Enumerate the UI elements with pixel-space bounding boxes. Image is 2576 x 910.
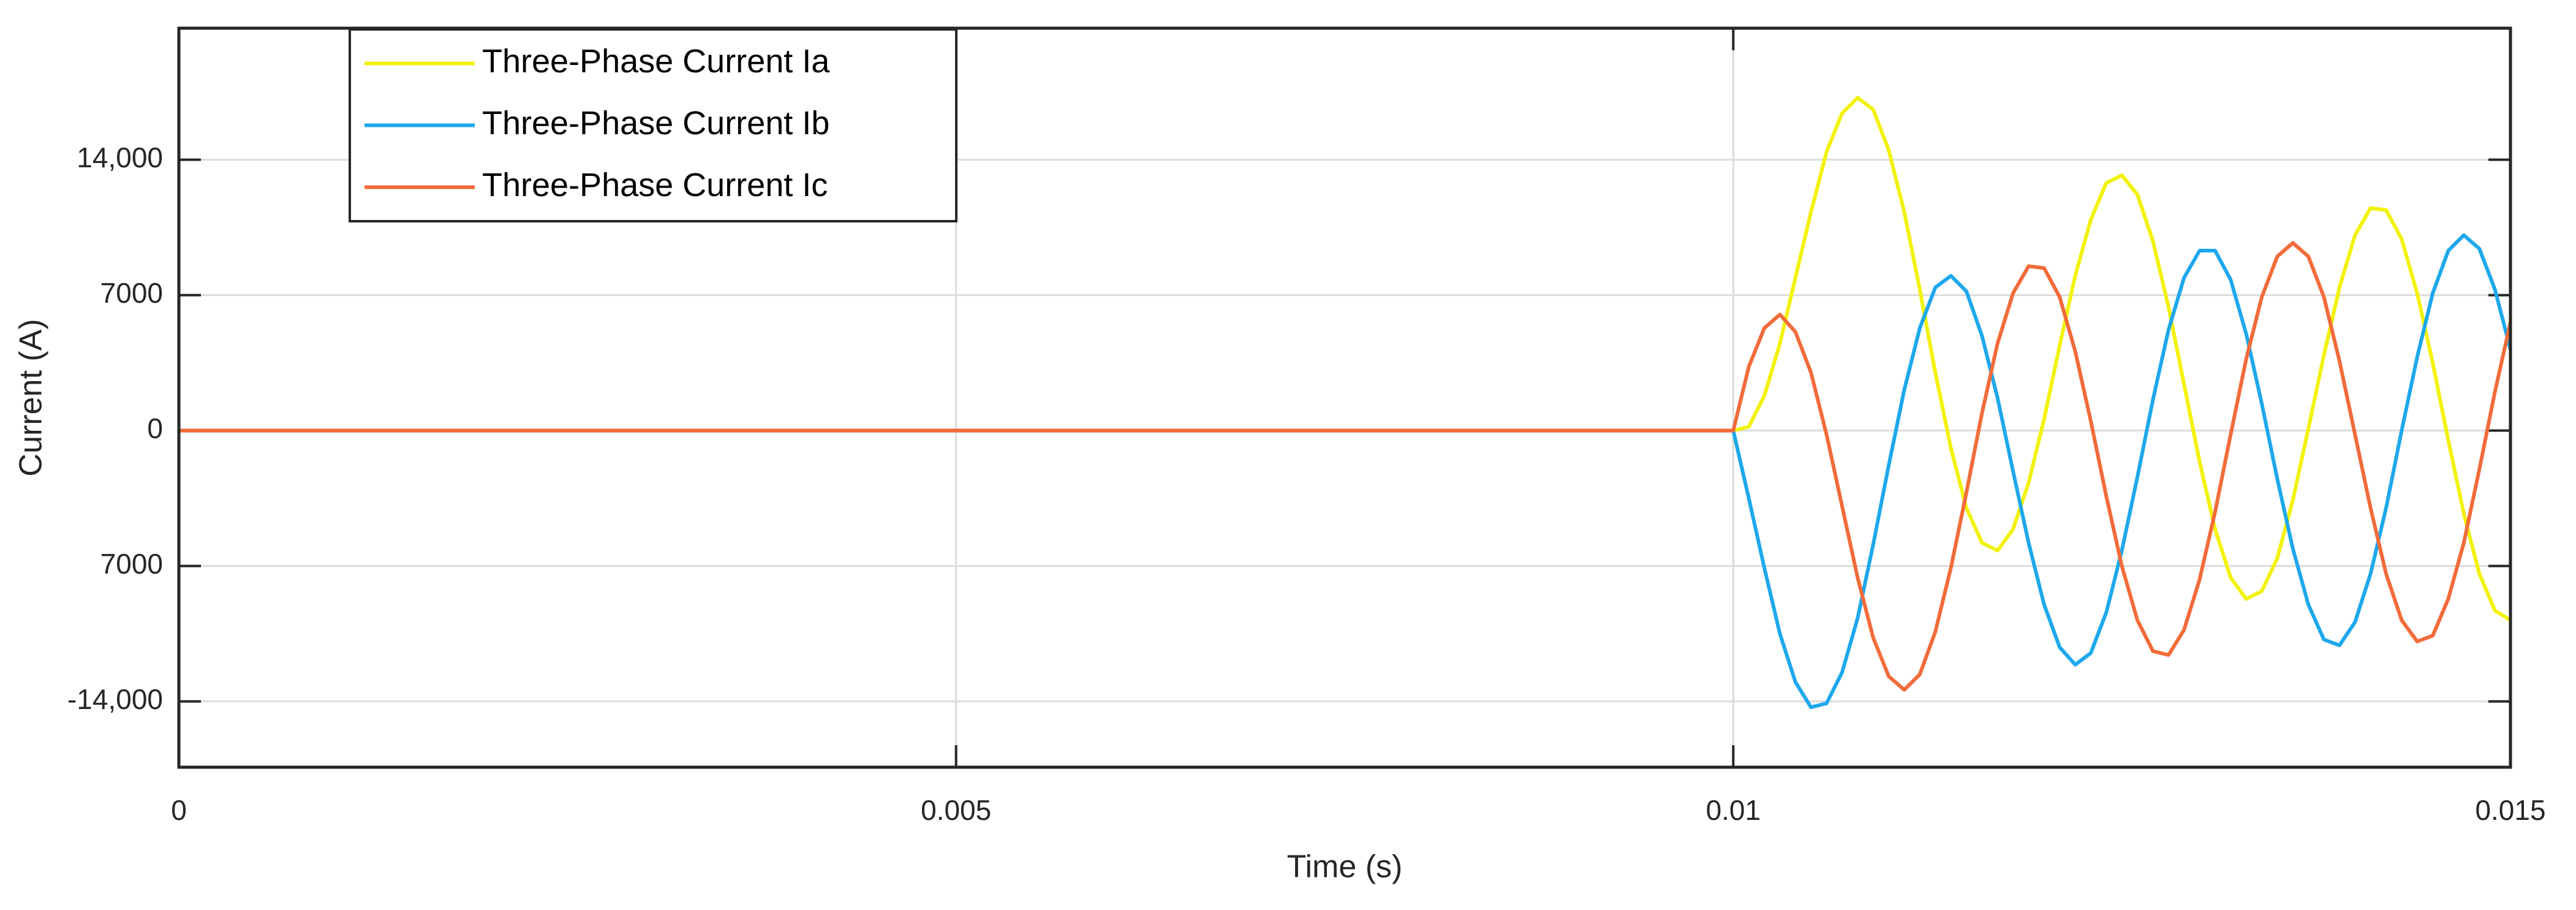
x-tick-label: 0.015: [2475, 794, 2545, 826]
series-line: [177, 96, 2512, 623]
x-axis-label: Time (s): [1287, 849, 1403, 885]
plot-frame: [177, 26, 2512, 769]
y-tick-label: 0: [147, 412, 163, 444]
x-tick-label: 0: [171, 794, 187, 826]
legend-label: Three-Phase Current Ic: [482, 167, 828, 203]
series-line: [177, 241, 2512, 692]
legend: Three-Phase Current Ia Three-Phase Curren…: [349, 28, 958, 222]
y-tick-label: 7000: [100, 548, 163, 580]
y-axis-label: Current (A): [13, 319, 49, 476]
x-tick-label: 0.005: [921, 794, 991, 826]
y-tick-label: 7000: [100, 277, 163, 309]
y-tick-label: -14,000: [67, 683, 163, 715]
legend-label: Three-Phase Current Ia: [482, 43, 830, 80]
legend-label: Three-Phase Current Ib: [482, 105, 829, 142]
y-tick-label: 14,000: [77, 142, 163, 173]
x-tick-label: 0.01: [1706, 794, 1761, 826]
lines: [177, 96, 2512, 710]
